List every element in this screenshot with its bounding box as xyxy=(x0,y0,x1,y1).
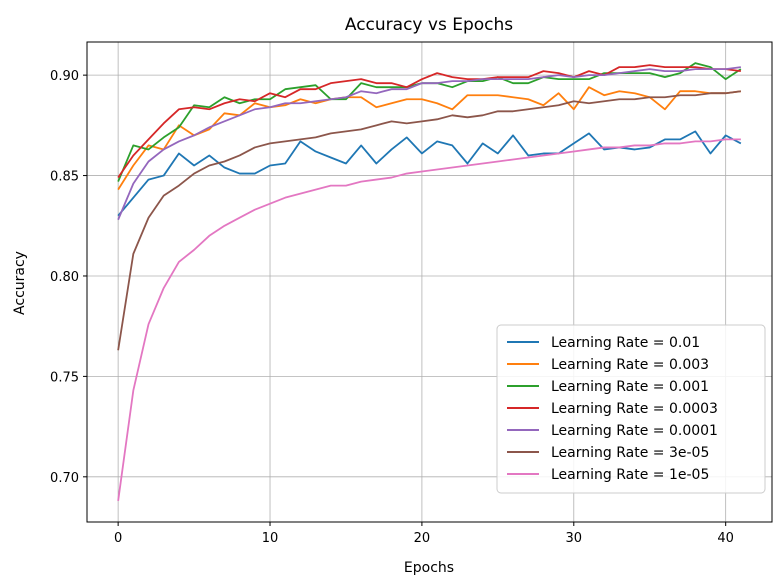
series-line-5 xyxy=(117,90,741,351)
legend-entry-label: Learning Rate = 0.01 xyxy=(551,335,700,351)
x-tick-label: 0 xyxy=(114,531,122,546)
axes-frame xyxy=(86,41,773,523)
series-line-1 xyxy=(117,86,741,191)
x-axis-label: Epochs xyxy=(404,560,454,576)
legend: Learning Rate = 0.01 Learning Rate = 0.00… xyxy=(496,324,766,494)
y-tick-label: 0.90 xyxy=(50,69,79,84)
legend-entry-label: Learning Rate = 0.0003 xyxy=(551,401,718,417)
series-line-6 xyxy=(117,138,741,502)
legend-box xyxy=(496,324,766,494)
legend-entry-label: Learning Rate = 0.003 xyxy=(551,357,709,373)
plot-area: 0 10 20 30 40 0.70 0.75 0.80 0.85 0.90 xyxy=(50,41,773,546)
x-tick-label: 30 xyxy=(566,531,583,546)
y-tick-label: 0.80 xyxy=(50,270,79,285)
x-tick-label: 40 xyxy=(717,531,734,546)
series-line-3 xyxy=(117,64,741,179)
series-line-4 xyxy=(117,66,741,221)
y-tick-label: 0.75 xyxy=(50,370,79,385)
series-line-0 xyxy=(117,130,742,217)
legend-entry-label: Learning Rate = 1e-05 xyxy=(551,467,709,483)
y-tick-label: 0.70 xyxy=(50,471,79,486)
legend-entry-label: Learning Rate = 0.001 xyxy=(551,379,709,395)
y-tick-label: 0.85 xyxy=(50,170,79,185)
x-tick-label: 20 xyxy=(414,531,431,546)
legend-entry-label: Learning Rate = 3e-05 xyxy=(551,445,709,461)
x-tick-label: 10 xyxy=(262,531,279,546)
y-axis-label: Accuracy xyxy=(12,251,28,315)
chart-title: Accuracy vs Epochs xyxy=(345,15,513,35)
legend-entry-label: Learning Rate = 0.0001 xyxy=(551,423,718,439)
